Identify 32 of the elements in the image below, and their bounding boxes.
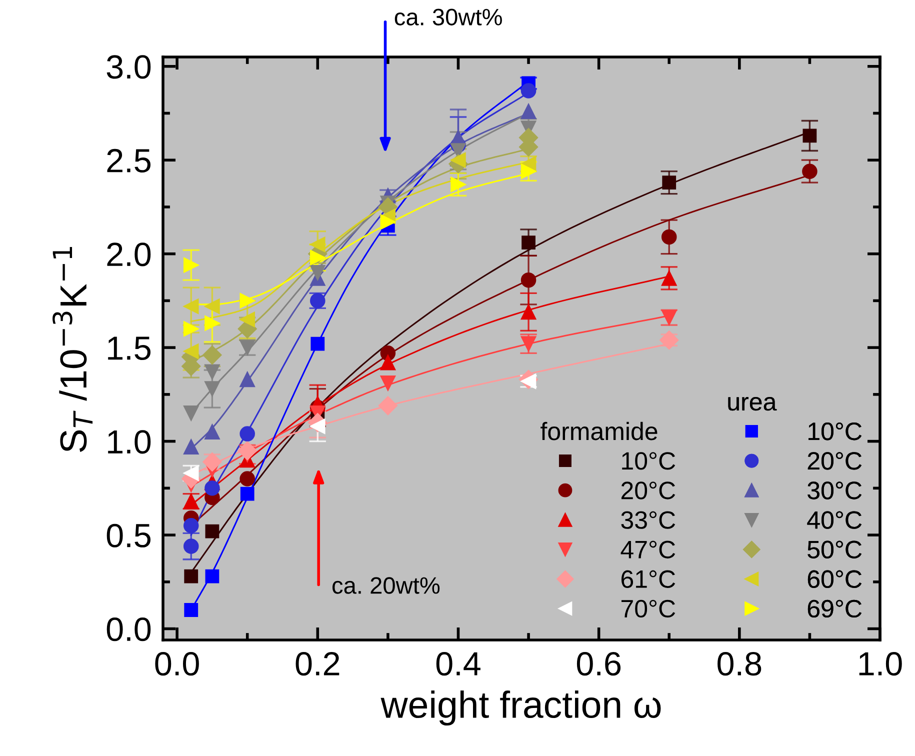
y-tick-label: 3.0 bbox=[106, 55, 151, 79]
x-tick-label: 0.6 bbox=[576, 652, 621, 676]
x-tick-label: 0.8 bbox=[718, 652, 762, 676]
legend-label: 10°C bbox=[808, 422, 862, 440]
legend-label: 10°C bbox=[622, 452, 676, 470]
y-axis-title: S$_{T}$ /10$^{−3}$K$^{−1}$ bbox=[52, 246, 93, 452]
legend-label: 40°C bbox=[807, 511, 862, 529]
legend-label: 20°C bbox=[808, 452, 862, 470]
legend-label: 70°C bbox=[622, 600, 676, 618]
legend-label: 60°C bbox=[808, 570, 862, 588]
x-axis-title: weight fraction ω bbox=[380, 690, 661, 726]
y-tick-label: 1.5 bbox=[108, 336, 150, 360]
legend-label: 69°C bbox=[808, 600, 862, 618]
y-tick-label: 0.0 bbox=[106, 618, 151, 642]
legend-label: 47°C bbox=[620, 540, 676, 558]
text: ca. 30wt% bbox=[394, 8, 502, 26]
text: urea bbox=[728, 396, 777, 411]
y-tick-label: 2.5 bbox=[107, 148, 150, 173]
x-tick-label: 0.4 bbox=[436, 652, 480, 676]
annotation: ca. 20wt% bbox=[332, 577, 440, 594]
legend-label: 61°C bbox=[621, 570, 676, 588]
y-tick-label: 0.5 bbox=[106, 524, 150, 548]
x-tick-label: 1.0 bbox=[859, 652, 902, 676]
x-tick-label: 0.2 bbox=[296, 652, 340, 676]
text: formamide bbox=[540, 422, 658, 440]
x-tick-label: 0.0 bbox=[155, 652, 199, 676]
legend-label: 50°C bbox=[808, 540, 862, 558]
y-tick-label: 1.0 bbox=[108, 430, 151, 454]
legend-label: 33°C bbox=[621, 511, 676, 529]
legend-label: 30°C bbox=[808, 482, 862, 500]
y-tick-label: 2.0 bbox=[107, 242, 151, 266]
legend-label: 20°C bbox=[621, 482, 676, 500]
